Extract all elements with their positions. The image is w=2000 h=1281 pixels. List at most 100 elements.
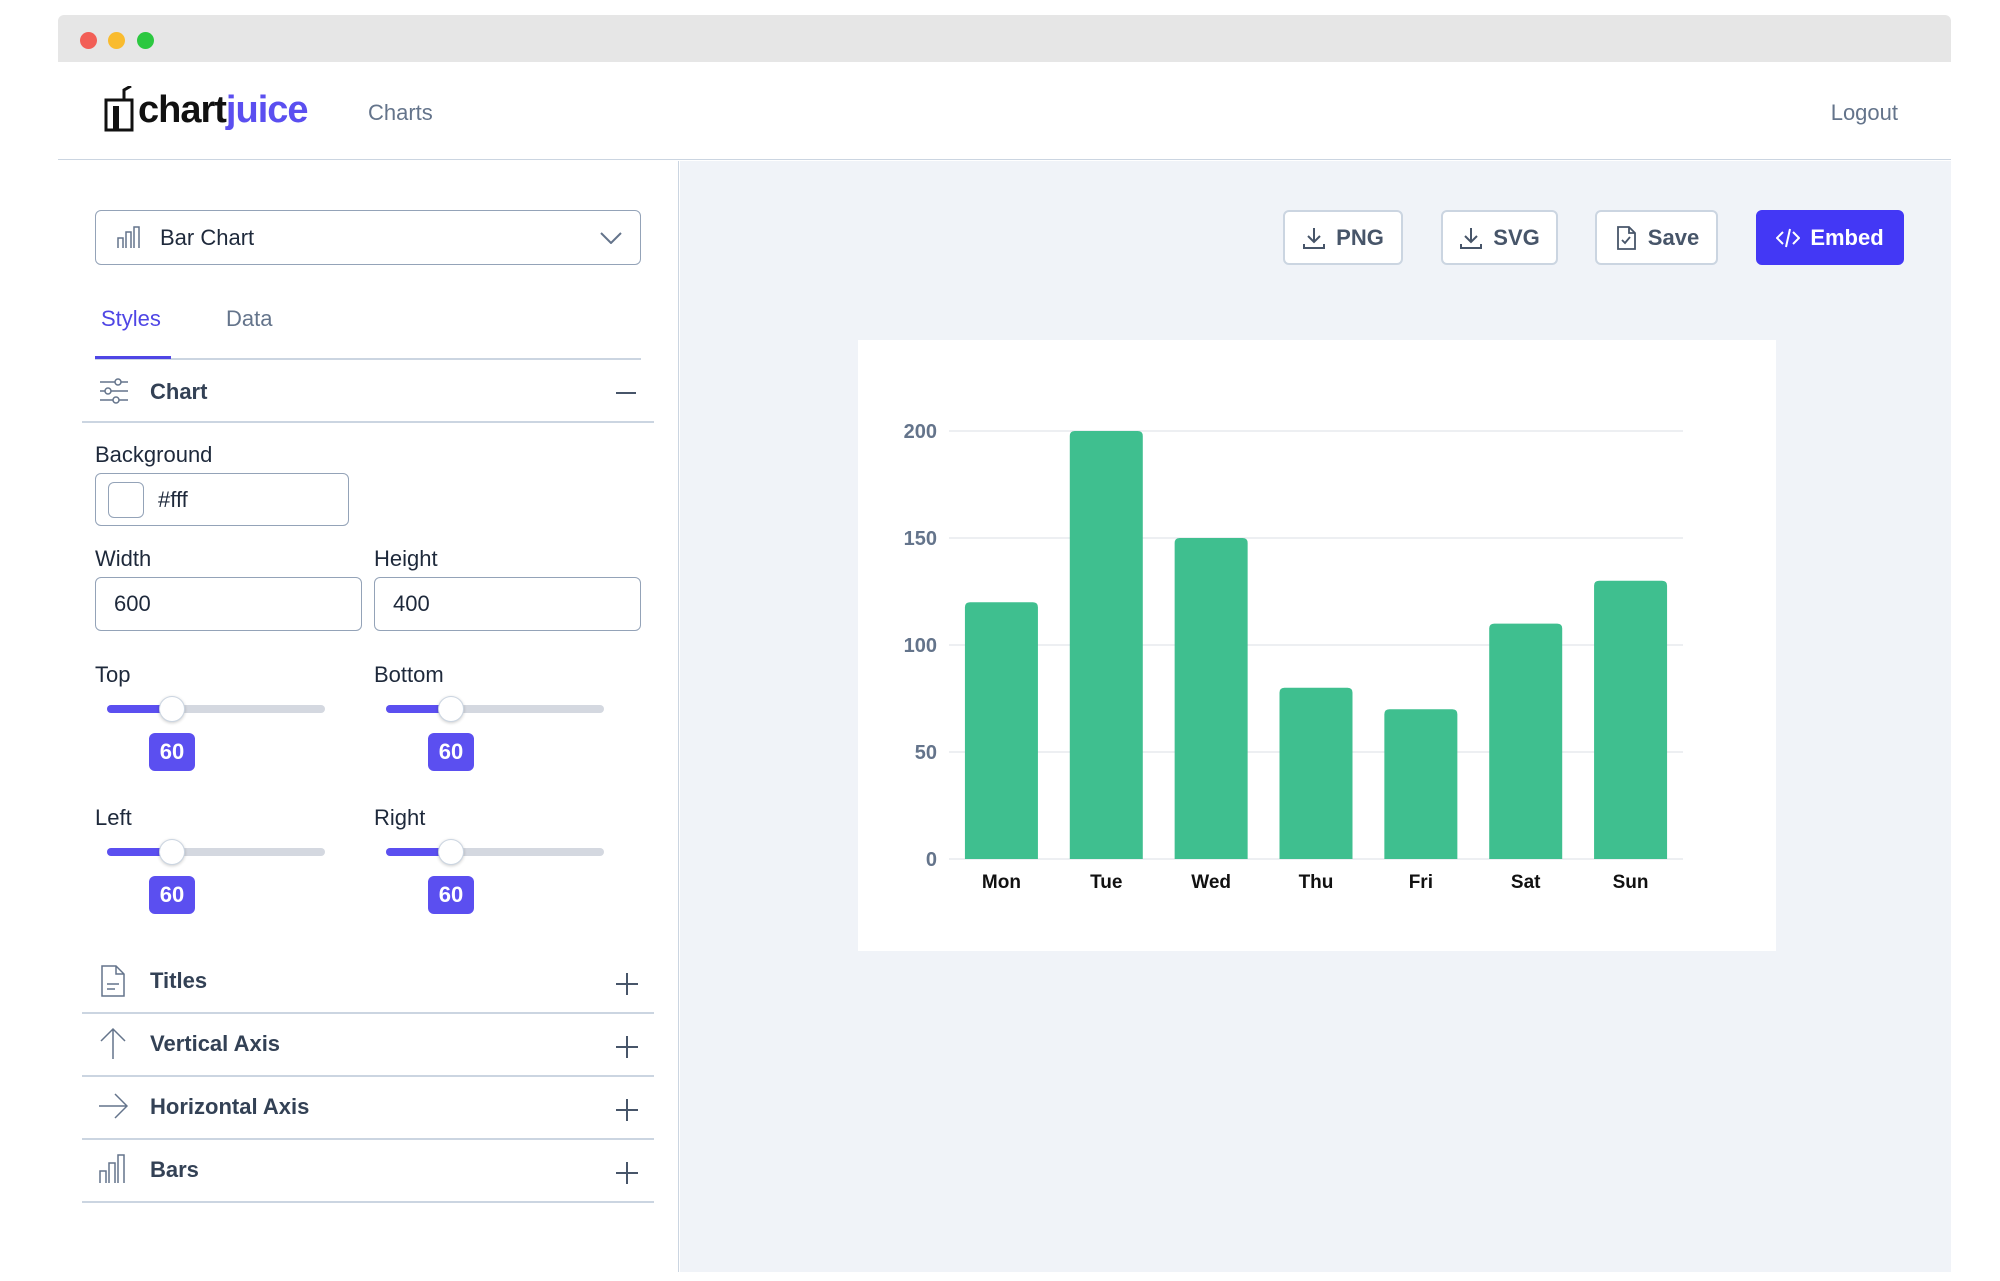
expand[interactable] xyxy=(626,1099,628,1121)
section-icon xyxy=(98,1090,129,1129)
tab-data[interactable]: Data xyxy=(226,306,273,331)
logout[interactable]: Logout xyxy=(1830,100,1898,125)
swatch xyxy=(108,481,144,518)
divider xyxy=(82,1201,654,1203)
expand[interactable] xyxy=(626,973,628,995)
section-title[interactable]: Bars xyxy=(150,1157,199,1182)
button-label: Save xyxy=(1647,224,1700,250)
margin-label: Bottom xyxy=(374,662,444,687)
icon xyxy=(99,1093,129,1119)
button-icon xyxy=(1460,227,1483,249)
section-title[interactable]: Titles xyxy=(150,968,208,993)
button-icon xyxy=(1616,225,1636,250)
toolbar-button[interactable]: Embed xyxy=(1756,210,1904,265)
slider-thumb[interactable] xyxy=(159,696,185,722)
height-label: Height xyxy=(374,546,438,571)
logo-suffix: juice xyxy=(225,89,309,131)
button-label: PNG xyxy=(1336,224,1384,250)
section-icon xyxy=(98,964,128,1003)
x-tick-label: Wed xyxy=(1191,872,1231,893)
slider-fill xyxy=(386,848,452,856)
y-tick-label: 100 xyxy=(904,635,937,657)
chart: 0 50 100 150 200 Mon Tue Wed Thu Fri Sat Sun xyxy=(904,421,1683,893)
height-input[interactable]: 400 xyxy=(374,577,641,631)
toolbar-button[interactable]: SVG xyxy=(1441,210,1558,265)
chart-type: Bar Chart xyxy=(160,224,255,250)
section-icon xyxy=(98,1027,128,1066)
bar xyxy=(1594,580,1668,859)
header xyxy=(58,62,1951,160)
button-icon xyxy=(1303,227,1326,249)
y-tick-label: 0 xyxy=(926,849,937,871)
bar xyxy=(1384,709,1458,859)
tab-styles[interactable]: Styles xyxy=(101,306,161,331)
divider xyxy=(82,1012,654,1014)
collapse[interactable] xyxy=(616,392,636,394)
nav-charts[interactable]: Charts xyxy=(368,100,433,125)
background-value: #fff xyxy=(158,486,188,512)
tab-underline xyxy=(95,356,171,359)
section-chart[interactable]: Chart xyxy=(150,379,208,404)
x-tick-label: Thu xyxy=(1299,872,1334,893)
logo-icon xyxy=(104,86,134,132)
y-tick-label: 150 xyxy=(904,528,937,550)
chevron xyxy=(600,231,622,244)
icon xyxy=(99,1154,125,1183)
margin-label: Left xyxy=(95,805,132,830)
slider-track xyxy=(386,705,604,713)
divider xyxy=(82,1075,654,1077)
logo-prefix: chart xyxy=(138,89,227,131)
divider xyxy=(82,421,654,423)
button-label: SVG xyxy=(1493,224,1540,250)
slider-track xyxy=(386,848,604,856)
logo[interactable]: chartjuice xyxy=(138,89,309,132)
tab-line xyxy=(95,358,641,360)
background-input[interactable]: #fff xyxy=(95,473,349,526)
sliders-icon xyxy=(100,378,128,404)
slider-fill xyxy=(107,705,173,713)
title-bar xyxy=(58,15,1951,62)
section-icon xyxy=(98,1153,128,1192)
expand[interactable] xyxy=(626,1036,628,1058)
slider-track xyxy=(107,848,325,856)
bar xyxy=(1279,687,1353,859)
slider-fill xyxy=(107,848,173,856)
slider-fill xyxy=(386,705,452,713)
x-tick-label: Sun xyxy=(1613,872,1649,893)
slider-value: 60 xyxy=(149,733,195,771)
icon xyxy=(100,1027,126,1059)
max-dot[interactable] xyxy=(137,32,154,49)
slider-value: 60 xyxy=(428,733,474,771)
expand[interactable] xyxy=(626,1162,628,1184)
x-tick-label: Mon xyxy=(982,872,1021,893)
x-tick-label: Fri xyxy=(1409,872,1433,893)
y-tick-label: 200 xyxy=(904,421,937,443)
bar xyxy=(1069,431,1143,859)
background-label: Background xyxy=(95,442,213,467)
button-icon xyxy=(1776,228,1801,247)
slider-thumb[interactable] xyxy=(438,839,464,865)
min-dot[interactable] xyxy=(108,32,125,49)
x-tick-label: Sat xyxy=(1511,872,1541,893)
slider-track xyxy=(107,705,325,713)
toolbar-button[interactable]: Save xyxy=(1595,210,1718,265)
button-label: Embed xyxy=(1810,224,1884,250)
toolbar-button[interactable]: PNG xyxy=(1283,210,1403,265)
bar xyxy=(1174,538,1248,859)
slider-thumb[interactable] xyxy=(159,839,185,865)
y-tick-label: 50 xyxy=(915,742,937,764)
close-dot[interactable] xyxy=(80,32,97,49)
slider-value: 60 xyxy=(149,876,195,914)
slider-thumb[interactable] xyxy=(438,696,464,722)
width-input[interactable]: 600 xyxy=(95,577,362,631)
icon xyxy=(101,965,125,997)
margin-label: Top xyxy=(95,662,131,687)
section-title[interactable]: Horizontal Axis xyxy=(150,1094,310,1119)
x-tick-label: Tue xyxy=(1090,872,1122,893)
bar xyxy=(1489,623,1563,859)
margin-label: Right xyxy=(374,805,426,830)
width-label: Width xyxy=(95,546,152,571)
chart-type-select[interactable]: Bar Chart xyxy=(95,210,641,265)
section-title[interactable]: Vertical Axis xyxy=(150,1031,281,1056)
